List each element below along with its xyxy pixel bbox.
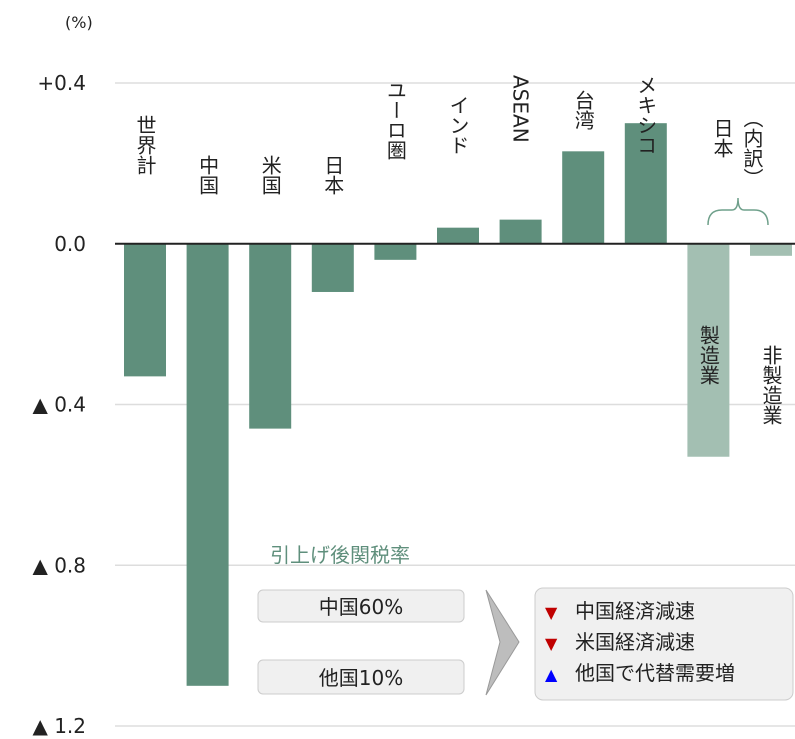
category-label: ユーロ圏 [383, 80, 407, 160]
effect-marker: ▼ [545, 634, 558, 653]
category-label: 中国 [196, 155, 220, 195]
y-tick-label: ▲ 1.2 [32, 714, 86, 738]
bar [249, 243, 292, 429]
y-tick-label: ▲ 0.4 [32, 393, 86, 417]
bar [311, 243, 354, 292]
annotation: 引上げ後関税率 中国60% 他国10% [257, 543, 794, 701]
effect-marker: ▼ [545, 603, 558, 622]
category-label: 日本 [321, 155, 345, 195]
group-label: 日本 [710, 118, 734, 158]
category-label: 世界計 [133, 115, 157, 175]
annotation-title: 引上げ後関税率 [270, 543, 410, 567]
category-label: 米国 [258, 155, 282, 195]
y-tick-label: +0.4 [37, 71, 86, 95]
bar [374, 243, 417, 260]
rate-box [257, 589, 465, 623]
bar [186, 243, 229, 686]
effect-text: 他国で代替需要増 [575, 661, 735, 685]
bar [437, 227, 479, 244]
y-tick-label: ▲ 0.8 [32, 553, 86, 577]
bar [750, 243, 792, 256]
rate-text: 他国10% [319, 666, 403, 690]
y-tick-label: 0.0 [54, 232, 86, 256]
effect-box [534, 587, 794, 701]
category-label: 台湾 [571, 90, 595, 130]
bar [124, 243, 166, 377]
effect-text: 中国経済減速 [575, 599, 695, 623]
bar [624, 123, 667, 244]
category-label: 非製造業 [759, 345, 783, 425]
bar [499, 219, 542, 244]
rate-text: 中国60% [319, 595, 403, 619]
category-label: インド [446, 95, 470, 155]
effect-marker: ▲ [545, 665, 558, 684]
rate-box [257, 659, 465, 695]
bar [562, 151, 605, 244]
category-label: 製造業 [696, 325, 720, 385]
effect-text: 米国経済減速 [575, 630, 695, 654]
bar [687, 243, 730, 457]
arrow [485, 589, 520, 696]
group-brace [707, 197, 769, 226]
unit-label: (%) [65, 13, 93, 32]
category-label: ASEAN [509, 75, 533, 143]
group-sublabel: （内訳） [740, 108, 764, 188]
category-label: メキシコ [634, 75, 658, 155]
